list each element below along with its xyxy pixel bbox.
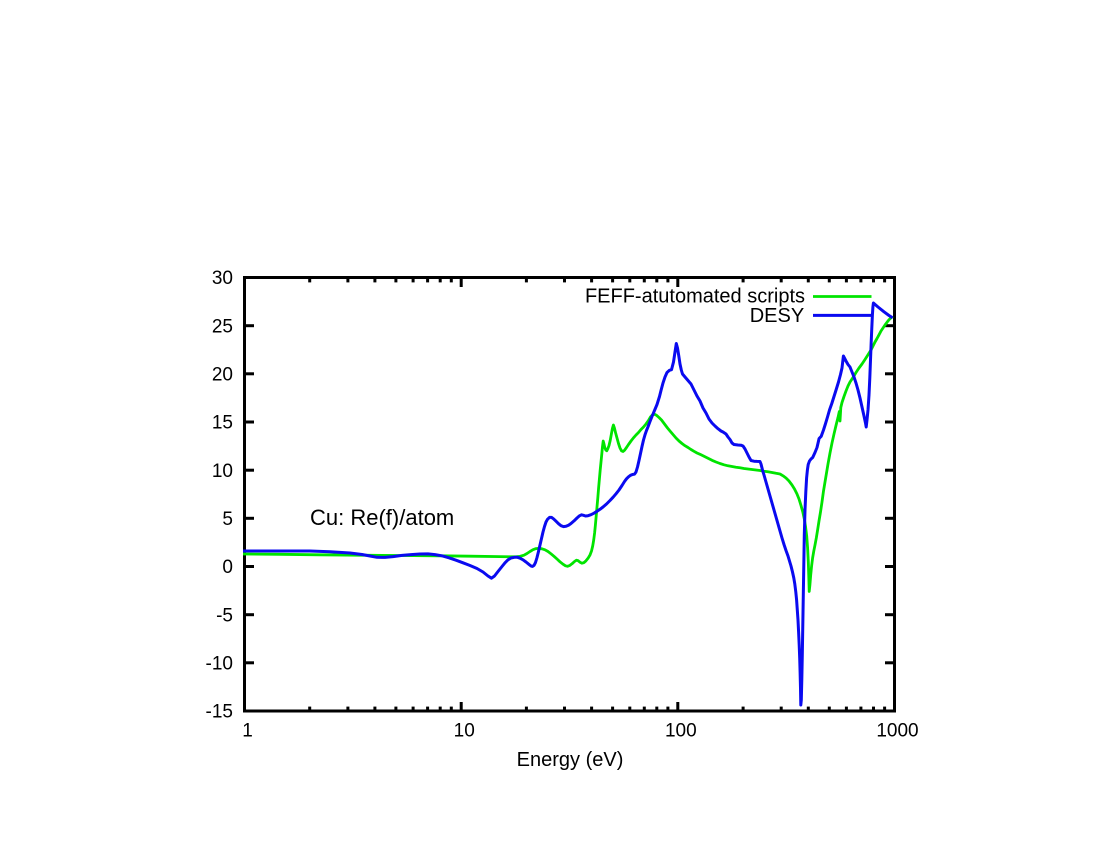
- svg-text:Energy (eV): Energy (eV): [517, 749, 624, 771]
- svg-text:0: 0: [222, 557, 233, 578]
- svg-text:20: 20: [212, 364, 233, 385]
- svg-text:FEFF-atutomated scripts: FEFF-atutomated scripts: [585, 286, 805, 308]
- svg-text:10: 10: [212, 461, 233, 482]
- svg-text:100: 100: [665, 721, 697, 742]
- svg-text:-5: -5: [216, 605, 233, 626]
- svg-text:1000: 1000: [876, 721, 918, 742]
- svg-text:15: 15: [212, 413, 233, 434]
- svg-text:-10: -10: [206, 653, 233, 674]
- svg-text:25: 25: [212, 316, 233, 337]
- svg-text:5: 5: [222, 509, 233, 530]
- svg-text:10: 10: [454, 721, 475, 742]
- svg-text:DESY: DESY: [750, 305, 804, 327]
- svg-text:30: 30: [212, 268, 233, 289]
- svg-text:1: 1: [242, 721, 253, 742]
- svg-text:-15: -15: [206, 702, 233, 723]
- svg-text:Cu: Re(f)/atom: Cu: Re(f)/atom: [310, 505, 454, 530]
